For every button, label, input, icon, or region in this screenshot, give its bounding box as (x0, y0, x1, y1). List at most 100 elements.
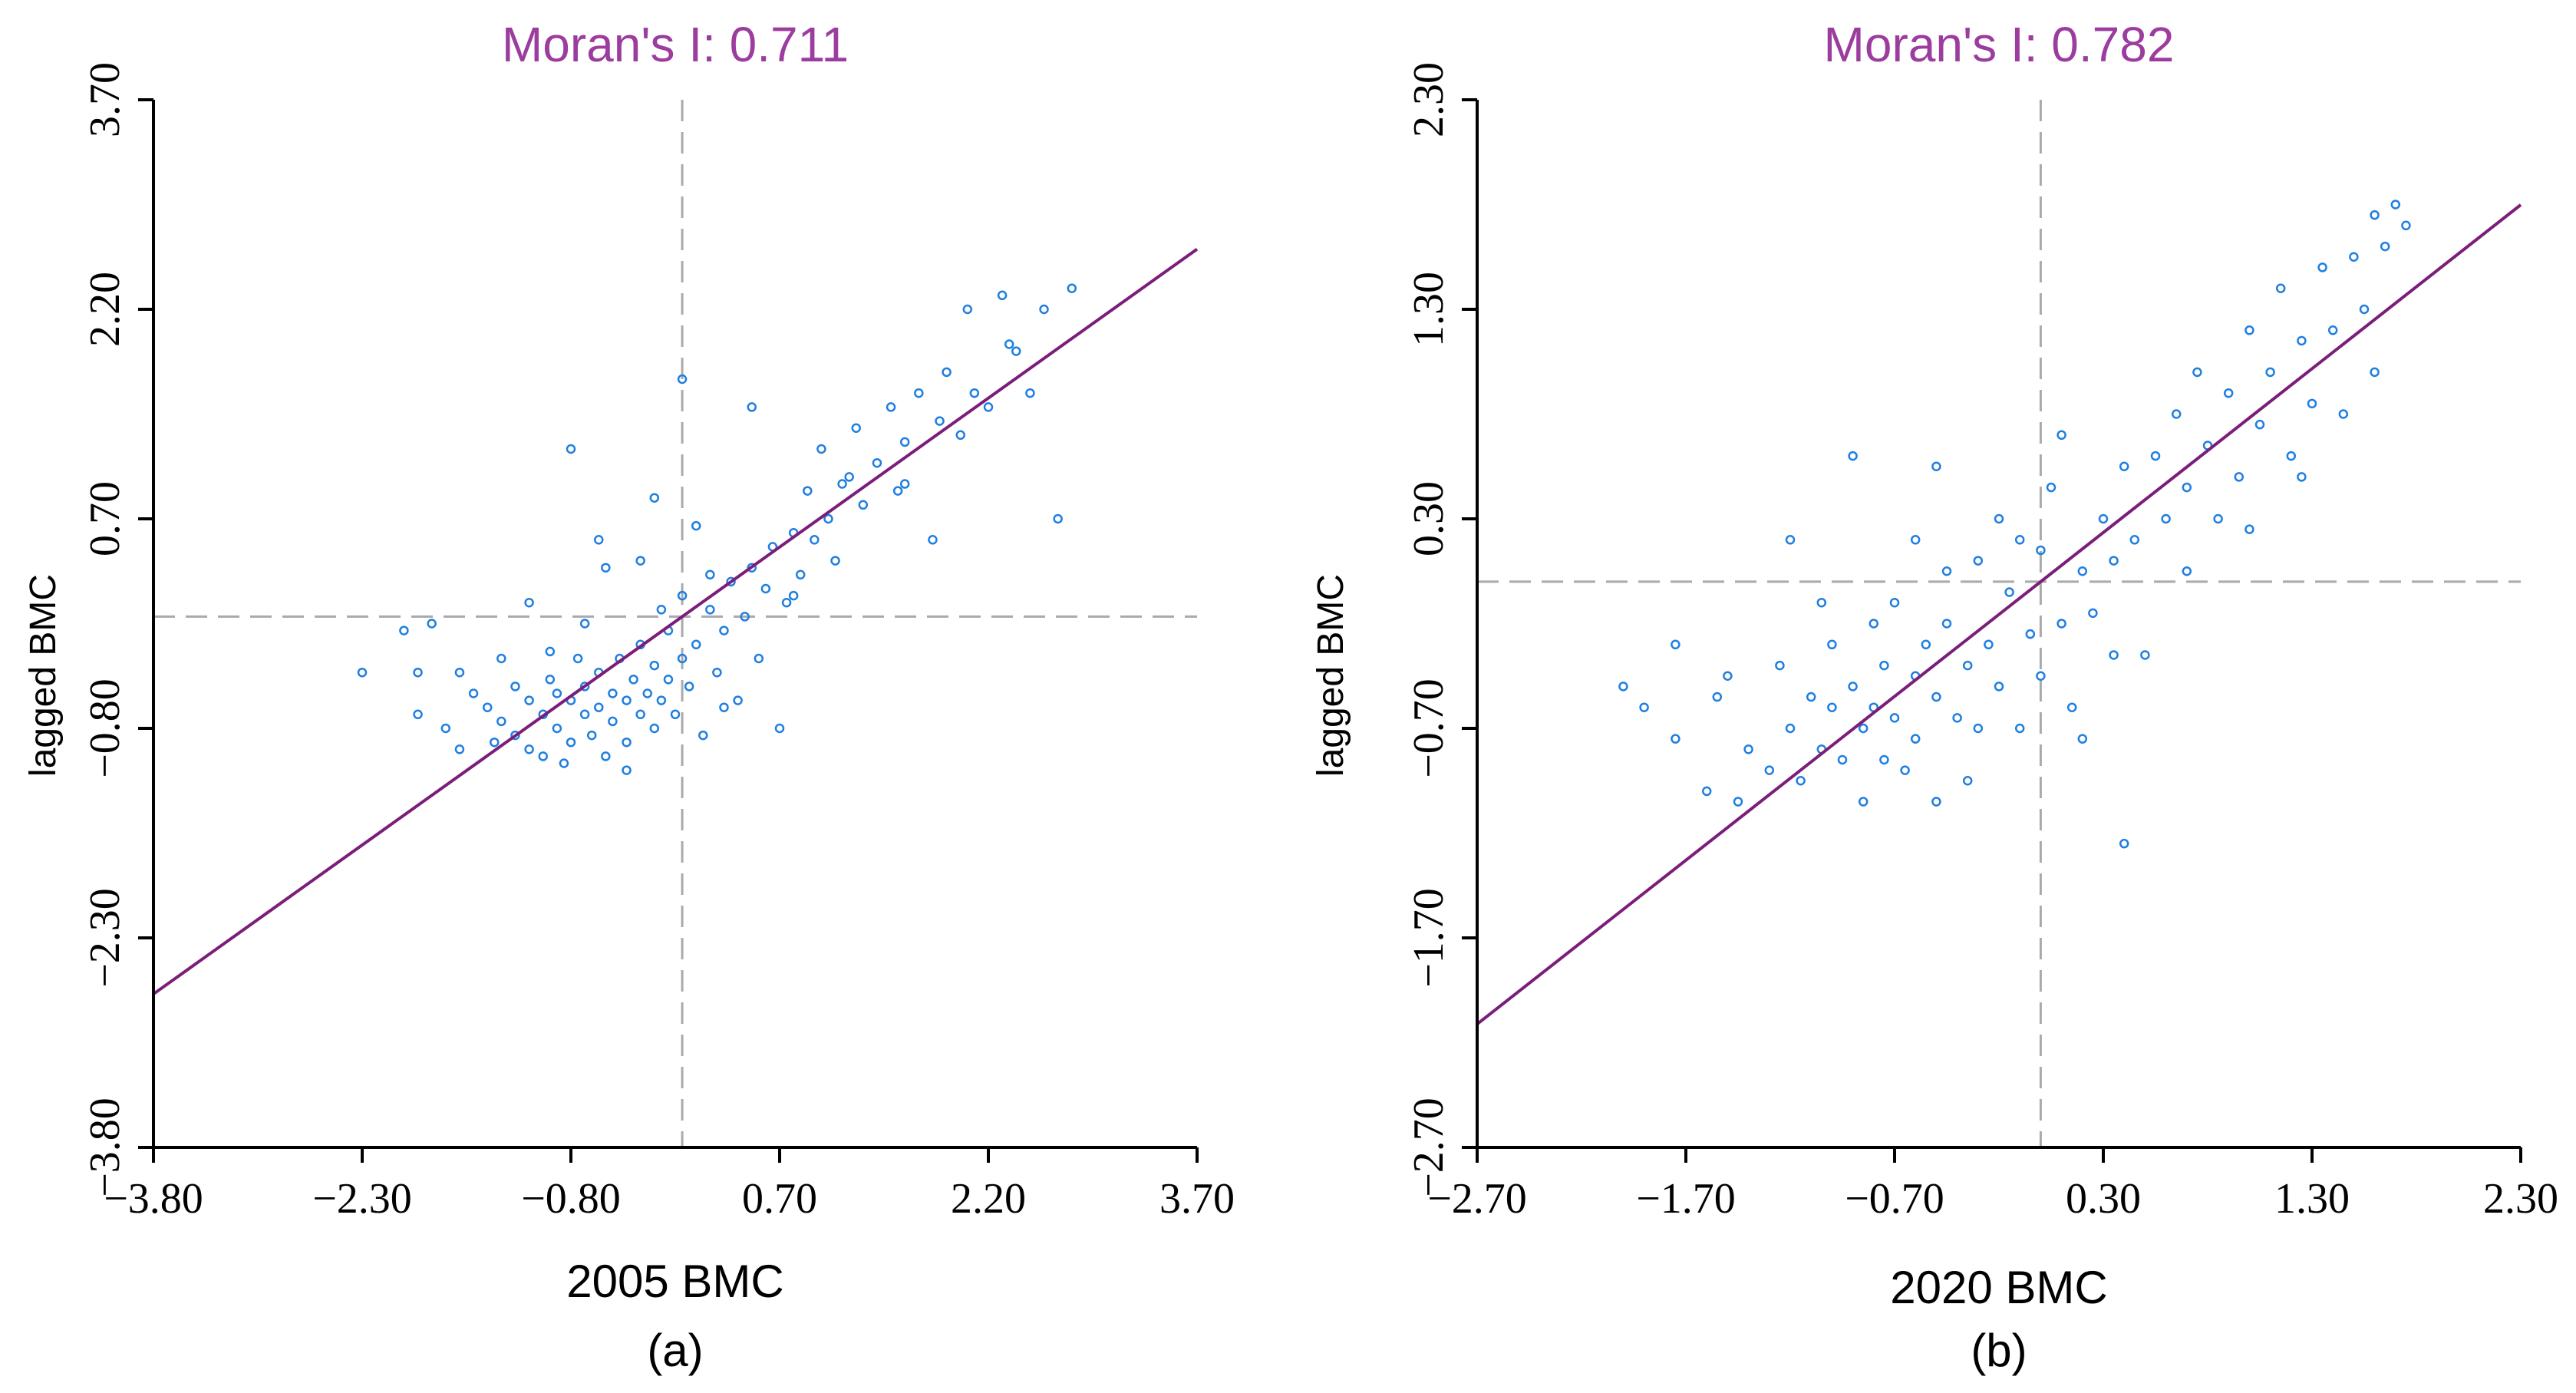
regression-line (152, 247, 1199, 995)
data-point (899, 437, 910, 447)
data-point (1900, 765, 1910, 775)
data-point (719, 702, 729, 712)
data-point (649, 723, 660, 734)
data-point (684, 682, 694, 692)
data-point (594, 702, 604, 712)
data-point (1848, 451, 1858, 461)
data-point (1984, 639, 1994, 650)
data-point (747, 402, 757, 412)
data-point (510, 730, 520, 741)
data-point (810, 535, 820, 545)
data-point (2119, 461, 2129, 471)
data-point (552, 723, 562, 734)
panel-b: Moran's I: 0.782 −2.70 −1.70 −0.70 0.30 1.30… (1311, 17, 2558, 1376)
data-point (1827, 702, 1837, 712)
data-point (2286, 451, 2297, 461)
data-point (928, 535, 938, 545)
data-point (2192, 367, 2202, 378)
data-point (1931, 461, 1941, 471)
data-point (1796, 776, 1806, 786)
data-point (1067, 283, 1077, 293)
data-point (2390, 200, 2401, 210)
data-point (1848, 682, 1858, 692)
data-point (2036, 671, 2046, 681)
scatter-series (152, 100, 1199, 1149)
data-point (1858, 797, 1869, 807)
x-tick-label: 1.30 (2274, 1175, 2350, 1223)
data-point (552, 688, 562, 698)
x-tick-labels: −2.70 −1.70 −0.70 0.30 1.30 2.30 (1427, 1147, 2558, 1223)
x-tick-label: 2.20 (951, 1175, 1026, 1223)
data-point (635, 709, 645, 720)
data-point (2349, 252, 2359, 262)
data-point (2307, 398, 2317, 409)
data-point (1941, 619, 1952, 629)
data-point (559, 758, 569, 768)
data-point (726, 576, 736, 587)
data-point (899, 479, 910, 489)
data-point (691, 639, 701, 650)
data-point (1973, 556, 1984, 566)
y-axis-label: lagged BMC (23, 574, 64, 777)
data-point (1775, 660, 1785, 671)
data-point (454, 744, 465, 754)
data-point (524, 744, 534, 754)
data-point (622, 695, 632, 705)
y-tick-label: 0.70 (81, 481, 129, 556)
data-point (2171, 409, 2182, 419)
data-point (1962, 776, 1973, 786)
data-point (413, 667, 423, 678)
data-point (2380, 241, 2390, 252)
x-tick-label: 0.70 (742, 1175, 817, 1223)
data-point (454, 667, 465, 678)
data-point (1889, 597, 1900, 608)
data-point (955, 430, 965, 441)
y-tick-label: 1.30 (1405, 272, 1453, 347)
data-point (642, 688, 652, 698)
data-point (2025, 629, 2036, 639)
chart-title: Moran's I: 0.711 (502, 17, 849, 72)
data-point (2014, 535, 2025, 545)
data-point (886, 402, 896, 412)
data-point (2401, 220, 2411, 231)
data-point (635, 556, 645, 566)
data-point (2297, 472, 2307, 482)
data-point (2109, 650, 2119, 660)
data-point (496, 653, 506, 664)
data-point (1039, 304, 1049, 315)
data-point (2213, 513, 2223, 524)
data-point (1921, 639, 1931, 650)
data-point (795, 569, 806, 580)
data-point (851, 423, 861, 433)
y-tick-label: 3.70 (81, 62, 129, 137)
data-point (2077, 566, 2088, 576)
data-point (698, 730, 708, 741)
data-point (579, 682, 590, 692)
data-point (1869, 619, 1879, 629)
y-tick-label: −2.30 (81, 888, 129, 988)
data-point (2098, 513, 2109, 524)
data-point (747, 563, 757, 573)
data-point (545, 675, 556, 685)
data-point (803, 486, 813, 496)
data-point (1827, 639, 1837, 650)
data-point (2359, 304, 2370, 315)
data-point (705, 569, 715, 580)
data-point (2182, 566, 2192, 576)
data-point (2275, 283, 2286, 293)
data-point (997, 290, 1008, 301)
y-tick-labels: −3.80 −2.30 −0.80 0.70 2.20 3.70 (81, 62, 153, 1197)
data-point (2245, 325, 2254, 335)
x-tick-label: 3.70 (1159, 1175, 1235, 1223)
data-point (2077, 734, 2088, 744)
data-point (490, 737, 500, 748)
x-tick-labels: −3.80 −2.30 −0.80 0.70 2.20 3.70 (104, 1147, 1235, 1223)
data-point (733, 695, 743, 705)
data-point (496, 716, 506, 727)
x-axis-label: 2020 BMC (1890, 1262, 2107, 1313)
data-point (677, 374, 688, 385)
data-point (601, 751, 611, 761)
data-point (1733, 797, 1743, 807)
data-point (1764, 765, 1775, 775)
data-point (2234, 472, 2245, 482)
